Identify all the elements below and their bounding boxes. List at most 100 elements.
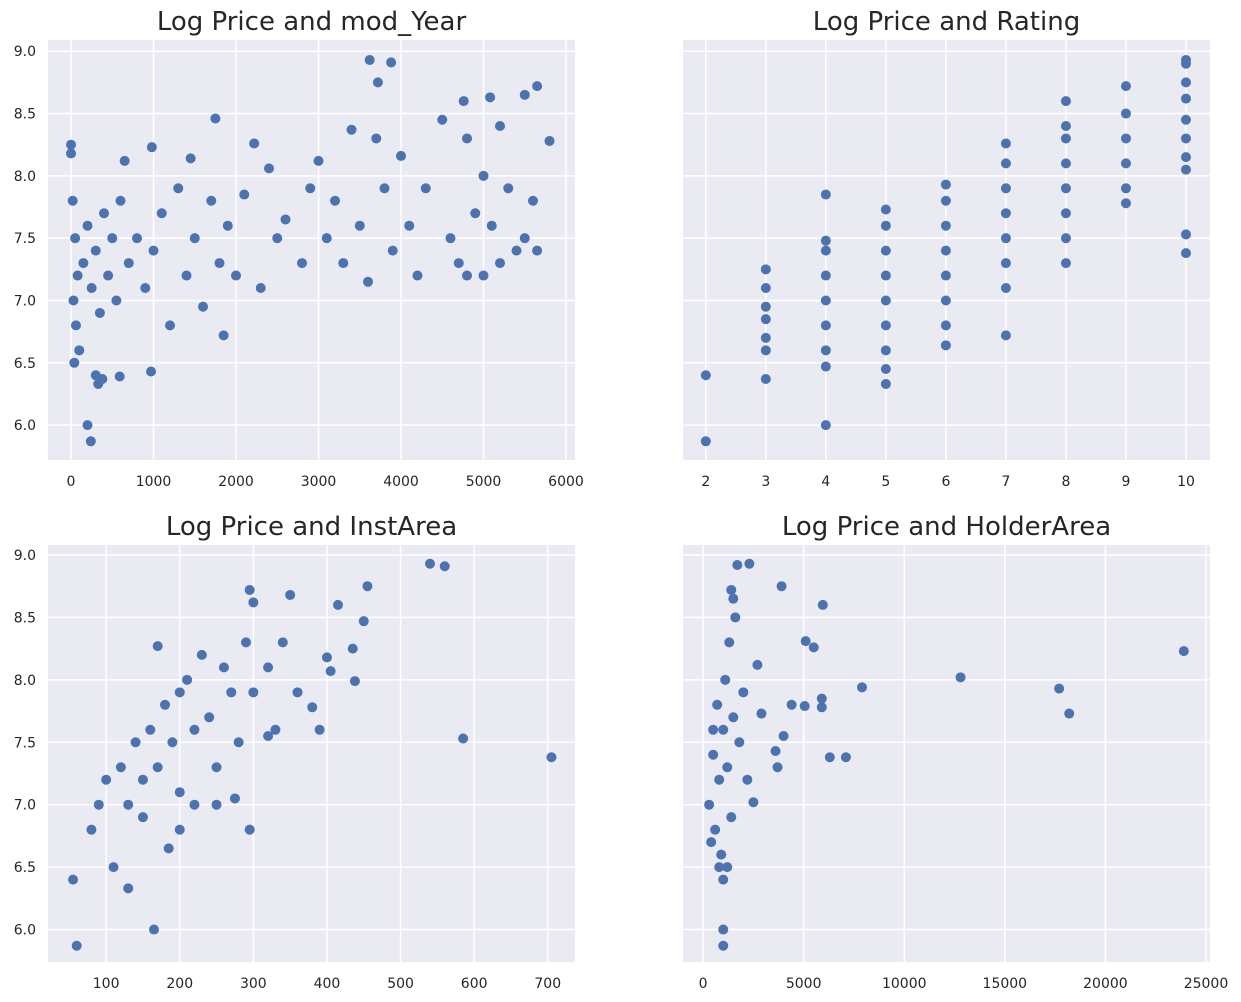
point (722, 862, 733, 873)
x-tick-label: 500 (387, 976, 414, 992)
point (330, 195, 341, 206)
point (255, 283, 266, 294)
point (1178, 646, 1189, 657)
x-tick-label: 15000 (983, 976, 1028, 992)
point (940, 320, 951, 331)
point (940, 195, 951, 206)
point (107, 233, 118, 244)
point (760, 314, 771, 325)
point (1000, 258, 1011, 269)
point (726, 812, 737, 823)
point (486, 220, 497, 231)
point (840, 752, 851, 763)
point (68, 295, 79, 306)
point (857, 682, 868, 693)
point (1060, 233, 1071, 244)
point (1120, 158, 1131, 169)
point (280, 214, 291, 225)
point (880, 295, 891, 306)
x-tick-label: 300 (240, 976, 267, 992)
point (66, 148, 77, 159)
point (453, 258, 464, 269)
point (68, 874, 79, 885)
point (72, 270, 83, 281)
point (148, 245, 159, 256)
x-tick-label: 9 (1122, 474, 1131, 490)
point (1060, 133, 1071, 144)
point (148, 924, 159, 935)
point (244, 584, 255, 595)
point (240, 637, 251, 648)
chart-title: Log Price and HolderArea (782, 512, 1111, 542)
point (940, 340, 951, 351)
point (532, 81, 543, 92)
point (349, 676, 360, 687)
point (248, 597, 259, 608)
point (210, 113, 221, 124)
point (285, 589, 296, 600)
x-tick-label: 0 (67, 474, 76, 490)
point (528, 195, 539, 206)
y-tick-label: 9.0 (14, 44, 36, 60)
point (146, 142, 157, 153)
point (211, 799, 222, 810)
point (458, 96, 469, 107)
point (462, 133, 473, 144)
x-tick-label: 3 (761, 474, 770, 490)
point (955, 672, 966, 683)
point (119, 155, 130, 166)
point (231, 270, 242, 281)
point (292, 687, 303, 698)
point (99, 208, 110, 219)
point (760, 301, 771, 312)
point (189, 799, 200, 810)
y-tick-label: 8.5 (14, 107, 36, 123)
point (270, 724, 281, 735)
point (174, 687, 185, 698)
point (940, 295, 951, 306)
point (756, 708, 767, 719)
point (364, 54, 375, 65)
point (816, 693, 827, 704)
point (544, 135, 555, 146)
point (387, 245, 398, 256)
point (880, 245, 891, 256)
point (321, 233, 332, 244)
x-tick-label: 2 (701, 474, 710, 490)
point (420, 183, 431, 194)
point (115, 762, 126, 773)
x-tick-label: 8 (1061, 474, 1070, 490)
point (90, 245, 101, 256)
point (1180, 114, 1191, 125)
point (1060, 258, 1071, 269)
point (1180, 152, 1191, 163)
point (108, 862, 119, 873)
point (820, 295, 831, 306)
point (70, 320, 81, 331)
x-tick-label: 10 (1177, 474, 1195, 490)
point (880, 204, 891, 215)
point (824, 752, 835, 763)
point (495, 120, 506, 131)
point (503, 183, 514, 194)
point (93, 799, 104, 810)
point (800, 636, 811, 647)
point (940, 179, 951, 190)
point (718, 874, 729, 885)
point (722, 762, 733, 773)
x-tick-label: 4 (821, 474, 830, 490)
point (185, 153, 196, 164)
point (94, 307, 105, 318)
point (1120, 81, 1131, 92)
point (1120, 198, 1131, 209)
point (716, 849, 727, 860)
point (146, 366, 157, 377)
point (478, 270, 489, 281)
y-tick-label: 9.0 (14, 548, 36, 564)
point (742, 774, 753, 785)
point (718, 924, 729, 935)
point (532, 245, 543, 256)
point (760, 264, 771, 275)
point (358, 616, 369, 627)
point (264, 163, 275, 174)
